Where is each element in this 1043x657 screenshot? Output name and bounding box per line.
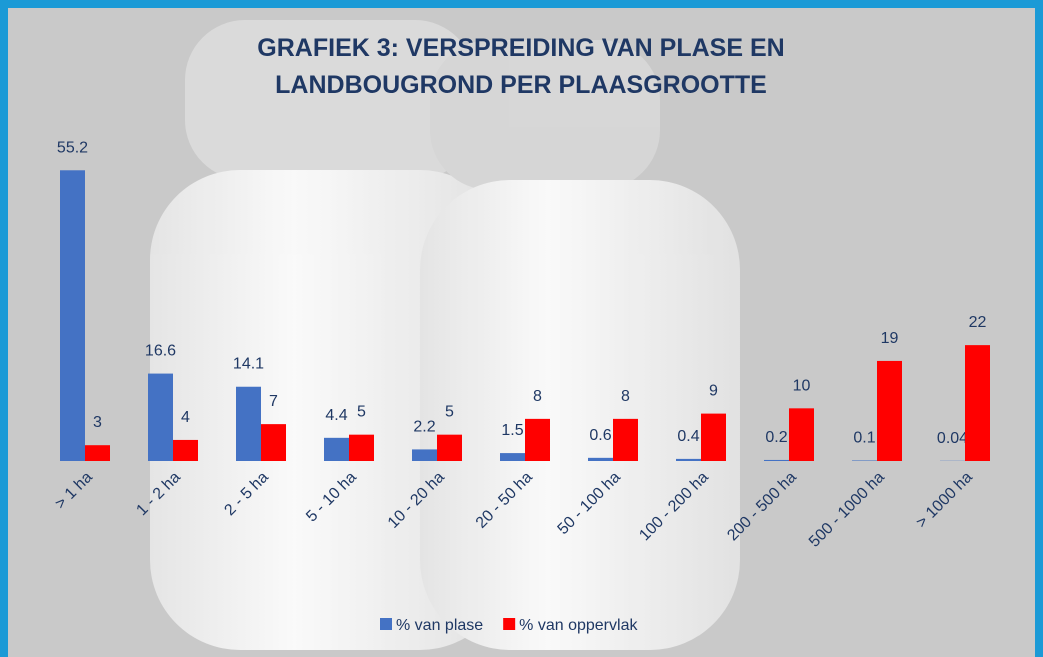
bar [173, 440, 198, 461]
legend-swatch [503, 618, 515, 630]
legend-label: % van oppervlak [519, 617, 638, 634]
data-label: 4 [181, 409, 190, 426]
data-label: 8 [621, 388, 630, 405]
data-label: 0.1 [853, 429, 875, 446]
bar [852, 460, 877, 461]
data-label: 16.6 [145, 343, 176, 360]
bar [965, 345, 990, 461]
data-label: 0.04 [937, 430, 968, 447]
legend-label: % van plase [396, 617, 483, 634]
data-label: 55.2 [57, 139, 88, 156]
bar [764, 460, 789, 461]
bar [525, 419, 550, 461]
data-label: 3 [93, 414, 102, 431]
data-label: 19 [881, 330, 899, 347]
bar [261, 424, 286, 461]
data-label: 8 [533, 388, 542, 405]
bar [500, 453, 525, 461]
bar [148, 374, 173, 461]
data-label: 5 [445, 404, 454, 421]
data-label: 14.1 [233, 356, 264, 373]
bar [613, 419, 638, 461]
data-label: 0.2 [765, 429, 787, 446]
bar [324, 438, 349, 461]
bar [701, 414, 726, 461]
chart-title: GRAFIEK 3: VERSPREIDING VAN PLASE EN LAN… [171, 30, 871, 104]
data-label: 10 [793, 377, 811, 394]
data-label: 22 [969, 314, 987, 331]
data-label: 9 [709, 383, 718, 400]
data-label: 4.4 [325, 407, 347, 424]
background-photo [150, 20, 740, 650]
bar [236, 387, 261, 461]
data-label: 1.5 [501, 422, 523, 439]
bar [676, 459, 701, 461]
data-label: 2.2 [413, 418, 435, 435]
bar [349, 435, 374, 461]
bar [60, 170, 85, 461]
data-label: 0.6 [589, 427, 611, 444]
bar [877, 361, 902, 461]
bar [412, 449, 437, 461]
legend-swatch [380, 618, 392, 630]
chart-frame: 55.23> 1 ha16.641 - 2 ha14.172 - 5 ha4.4… [0, 0, 1043, 657]
bar [85, 445, 110, 461]
bar [588, 458, 613, 461]
bar [789, 408, 814, 461]
data-label: 0.4 [677, 428, 699, 445]
data-label: 5 [357, 404, 366, 421]
bar [437, 435, 462, 461]
data-label: 7 [269, 393, 278, 410]
